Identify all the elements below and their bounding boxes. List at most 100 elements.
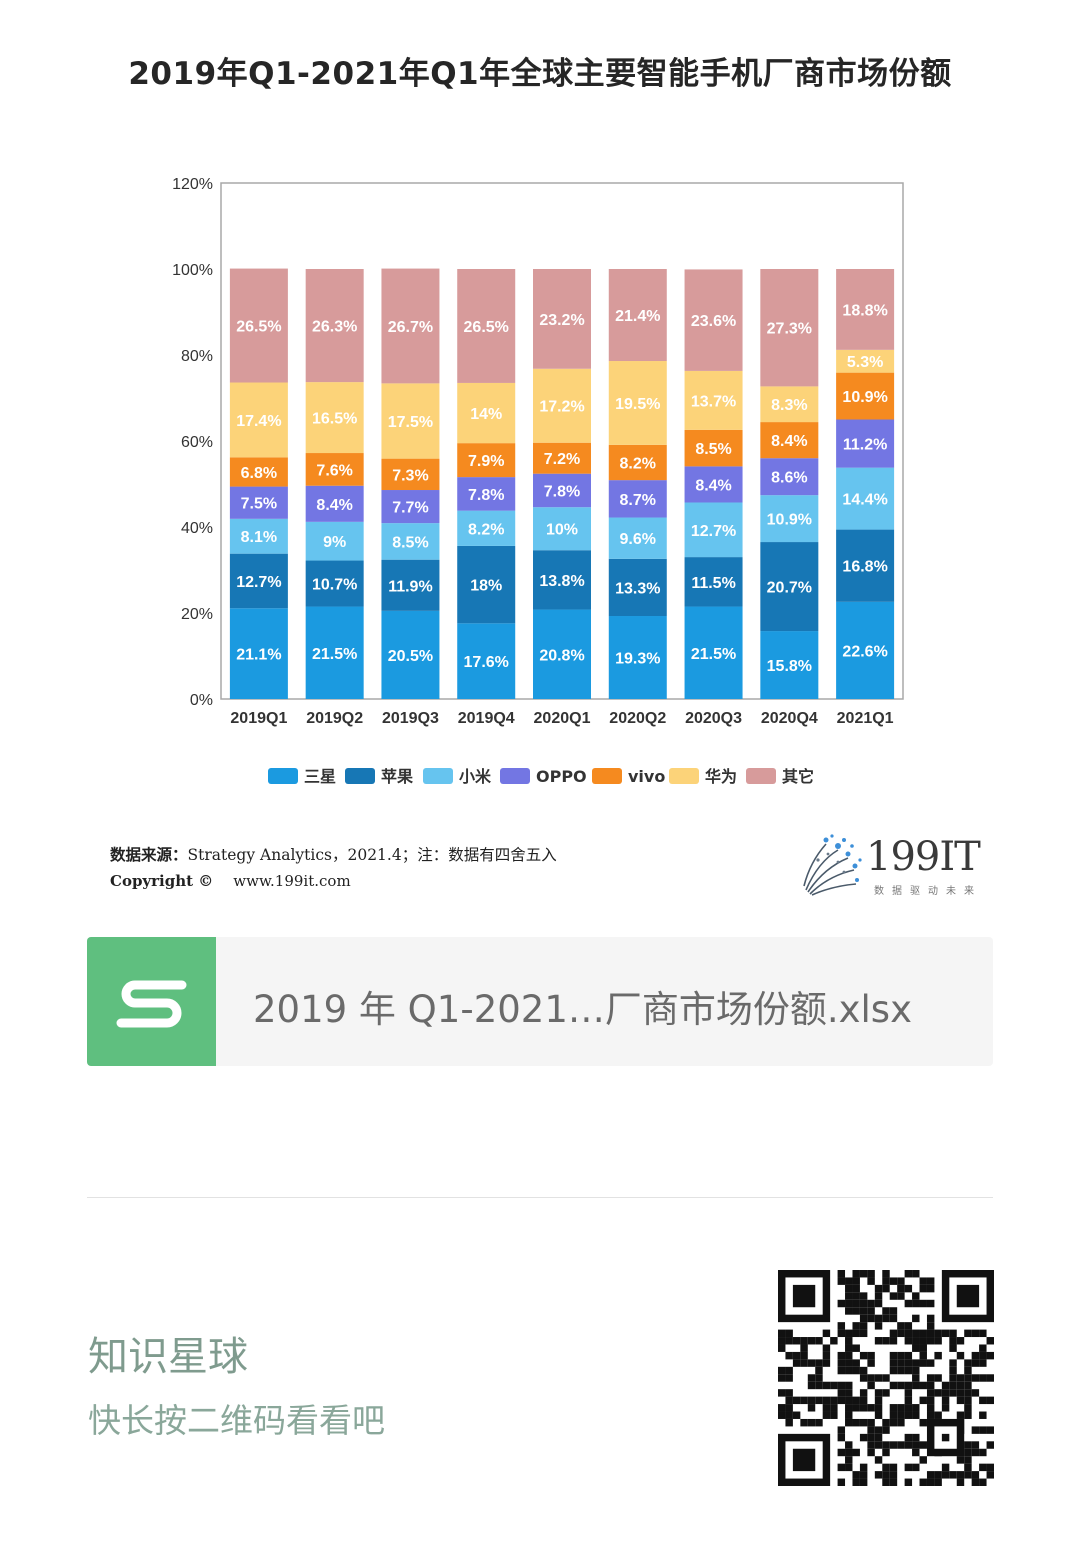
bar-segment	[381, 458, 440, 491]
data-label: 15.8%	[767, 658, 812, 675]
data-label: 10.9%	[842, 389, 887, 406]
data-label: 5.3%	[847, 354, 883, 371]
data-label: 26.7%	[388, 319, 433, 336]
legend-swatch	[746, 768, 776, 784]
y-tick-label: 100%	[172, 262, 213, 279]
data-label: 23.2%	[539, 312, 584, 329]
data-label: 16.5%	[312, 411, 357, 428]
bar-segment	[457, 382, 516, 444]
source-line: 数据来源：Strategy Analytics，2021.4；注：数据有四舍五入	[110, 843, 557, 865]
data-label: 13.8%	[539, 573, 584, 590]
y-tick-label: 80%	[181, 348, 213, 365]
stacked-bar-chart: 0% 20% 40% 60% 80% 100% 120% 21.1% 12.7% 8.1% 7.5%…	[172, 176, 904, 786]
qr-code-icon[interactable]	[778, 1270, 994, 1486]
bar-segment	[381, 383, 440, 459]
bar-segment	[533, 269, 591, 369]
data-label: 26.3%	[312, 319, 357, 336]
legend-swatch	[592, 768, 622, 784]
data-label: 9%	[323, 534, 346, 551]
bar-segment	[608, 480, 667, 518]
source-text: Strategy Analytics，2021.4；注：数据有四舍五入	[187, 846, 557, 864]
bar-segment	[533, 442, 591, 474]
data-label: 16.8%	[842, 559, 887, 576]
source-label: 数据来源：	[110, 845, 188, 864]
bar-segment	[305, 453, 364, 486]
bar-segment	[305, 606, 364, 699]
attachment-filename: 2019 年 Q1-2021…厂商市场份额.xlsx	[253, 988, 912, 1031]
promo-subtitle: 快长按二维码看看吧	[88, 1401, 385, 1440]
spreadsheet-icon	[87, 937, 216, 1066]
y-tick-label: 120%	[172, 176, 213, 193]
data-label: 21.1%	[236, 647, 281, 664]
bar-segment	[229, 268, 288, 383]
bar-segment	[457, 443, 516, 478]
data-label: 8.2%	[468, 521, 504, 538]
bar-segment	[305, 485, 364, 522]
bar-segment	[760, 458, 819, 496]
data-label: 8.1%	[241, 529, 277, 546]
x-tick-label: 2020Q2	[609, 710, 666, 727]
bar-segment	[608, 517, 667, 559]
bar-segment	[229, 553, 288, 609]
y-tick-label: 60%	[181, 434, 213, 451]
bar-segment	[684, 502, 743, 558]
data-label: 19.3%	[615, 651, 660, 668]
data-label: 14%	[470, 406, 502, 423]
bar-segment	[760, 422, 819, 459]
bar-segment	[305, 269, 364, 383]
x-tick-label: 2020Q1	[534, 710, 591, 727]
bar-segment	[760, 631, 819, 699]
x-tick-label: 2021Q1	[837, 710, 894, 727]
data-label: 10.9%	[767, 512, 812, 529]
data-label: 7.7%	[392, 500, 428, 517]
bar-segment	[381, 610, 440, 699]
data-label: 20.8%	[539, 647, 584, 664]
data-label: 8.4%	[316, 497, 352, 514]
bar-segment	[457, 510, 516, 546]
copyright-label: Copyright ©	[110, 872, 214, 890]
y-tick-label: 40%	[181, 520, 213, 537]
bar-segment	[381, 523, 440, 560]
data-label: 12.7%	[236, 574, 281, 591]
data-label: 21.5%	[691, 646, 736, 663]
bar-segment	[229, 382, 288, 458]
data-label: 17.4%	[236, 413, 281, 430]
bar-segment	[305, 382, 364, 454]
attachment-card[interactable]: 2019 年 Q1-2021…厂商市场份额.xlsx	[87, 937, 993, 1066]
copyright-line: Copyright © www.199it.com	[110, 872, 351, 890]
bar-segment	[608, 269, 667, 362]
dandelion-logo-icon	[803, 834, 862, 896]
bar-segment	[305, 521, 364, 561]
bar-segment	[457, 477, 516, 511]
bar-segment	[608, 361, 667, 445]
y-tick-label: 0%	[190, 692, 213, 709]
legend-label: 华为	[705, 767, 737, 786]
bar-segment	[836, 601, 895, 699]
data-label: 7.5%	[241, 496, 277, 513]
x-tick-label: 2020Q4	[761, 710, 818, 727]
bar-segment	[229, 486, 288, 519]
bar-segment	[229, 457, 288, 487]
copyright-url[interactable]: www.199it.com	[233, 872, 351, 890]
data-label: 17.2%	[539, 399, 584, 416]
divider	[87, 1197, 993, 1198]
data-label: 6.8%	[241, 465, 277, 482]
data-label: 8.5%	[392, 534, 428, 551]
data-label: 8.3%	[771, 397, 807, 414]
legend-swatch	[268, 768, 298, 784]
bar-segment	[684, 429, 743, 467]
data-label: 10.7%	[312, 577, 357, 594]
legend-label: vivo	[628, 767, 665, 786]
data-label: 8.4%	[695, 477, 731, 494]
data-label: 11.2%	[843, 437, 887, 454]
x-tick-label: 2019Q1	[230, 710, 287, 727]
bar-segment	[760, 386, 819, 423]
data-label: 21.4%	[615, 308, 660, 325]
logo-name: 199IT	[866, 834, 981, 880]
bar-segment	[608, 444, 667, 481]
data-label: 26.5%	[236, 319, 281, 336]
bar-segment	[381, 268, 440, 384]
data-label: 9.6%	[620, 531, 656, 548]
legend-swatch	[423, 768, 453, 784]
x-tick-label: 2019Q4	[458, 710, 515, 727]
